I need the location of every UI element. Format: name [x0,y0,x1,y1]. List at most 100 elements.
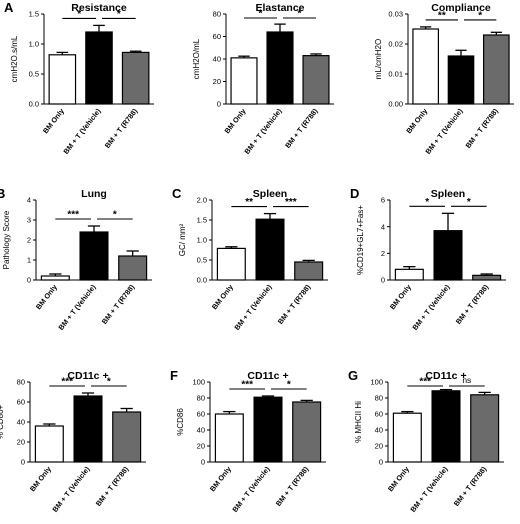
bar-bm-only [34,425,64,463]
y-tick-label: 3 [27,216,31,225]
category-label-bm-only: BM Only [386,465,411,494]
bar-bm-only [48,54,77,105]
category-label-bm-only: BM Only [28,465,53,494]
bar-vehicle [447,55,475,105]
chart-panel: Compliance 0.00 0.01 0.02 0.03 mL/cmH2O BM Onl… [374,2,514,156]
bar-r788 [121,51,150,105]
bar-vehicle [253,396,283,463]
bar-bm-only [412,28,439,105]
y-axis-label: % MHCII Hi [354,401,363,443]
y-tick-label: 0 [201,458,205,467]
bar-bm-only [216,247,246,281]
y-tick-label: 0.0 [29,100,39,109]
y-tick-label: 1 [27,256,31,265]
y-axis-label: Pathology Score [2,210,11,269]
significance-label: *** [419,377,431,388]
y-tick-label: 1.5 [197,216,207,225]
category-label-r788: BM + T (R788) [283,106,320,150]
panel-letter: F [170,368,178,383]
y-tick-label: 80 [375,394,383,403]
bar-r788 [483,34,510,105]
significance-label: * [478,10,482,21]
category-label-vehicle: BM + T (Vehicle) [230,464,272,514]
y-tick-label: 0 [21,458,25,467]
bar-r788 [292,401,322,463]
y-tick-label: 0.03 [388,10,403,19]
y-tick-label: 60 [213,32,221,41]
y-tick-label: 80 [17,378,25,387]
category-label-vehicle: BM + T (Vehicle) [232,282,274,332]
y-tick-label: 0 [27,276,31,285]
category-label-bm-only: BM Only [34,283,59,312]
significance-label: ** [245,197,253,208]
category-label-r788: BM + T (R788) [103,106,140,150]
y-tick-label: 0.5 [197,256,207,265]
category-label-vehicle: BM + T (Vehicle) [56,282,98,332]
chart-title: CD11c + [247,370,288,382]
y-tick-label: 40 [17,418,25,427]
y-tick-label: 4 [27,196,31,205]
category-label-r788: BM + T (R788) [274,464,311,508]
category-label-bm-only: BM Only [388,283,413,312]
category-label-bm-only: BM Only [208,465,233,494]
y-tick-label: 60 [197,410,205,419]
bar-r788 [472,274,502,281]
category-label-vehicle: BM + T (Vehicle) [423,106,465,156]
significance-label: * [287,380,291,391]
chart-title: CD11c + [425,370,466,382]
y-axis-label: cmH2O/mL [192,38,201,79]
y-tick-label: 0.0 [197,276,207,285]
y-tick-label: 2.0 [197,196,207,205]
significance-label: *** [241,380,253,391]
bar-bm-only [40,275,70,281]
bar-vehicle [266,31,294,105]
category-label-vehicle: BM + T (Vehicle) [242,106,284,156]
bar-bm-only [394,268,424,281]
chart-panel: A Resistance 0.0 0.5 1.0 1.5 cmH2O.s/mL BM Only… [4,0,154,156]
significance-label: * [425,197,429,208]
y-tick-label: 80 [213,10,221,19]
significance-label: * [113,210,117,221]
bar-vehicle [79,231,109,281]
y-tick-label: 100 [192,378,205,387]
y-tick-label: 0 [381,276,385,285]
y-axis-label: cmH2O.s/mL [10,35,19,82]
y-tick-label: 20 [17,438,25,447]
significance-label: *** [285,197,297,208]
significance-label: ** [438,10,446,21]
chart-title: Spleen [431,188,465,200]
bar-r788 [112,411,142,463]
y-tick-label: 100 [370,378,383,387]
category-label-bm-only: BM Only [404,107,429,136]
bar-vehicle [255,218,285,281]
bar-vehicle [431,390,461,463]
y-tick-label: 0.00 [388,100,403,109]
y-axis-label: mL/cmH2O [374,39,383,79]
category-label-bm-only: BM Only [223,107,248,136]
significance-label: *** [67,210,79,221]
y-tick-label: 40 [213,55,221,64]
bar-vehicle [433,230,463,281]
category-label-r788: BM + T (R788) [94,464,131,508]
category-label-r788: BM + T (R788) [452,464,489,508]
bar-bm-only [392,412,422,463]
y-axis-label: %CD19+GL7+Fas+ [356,205,365,275]
bar-vehicle [73,395,103,463]
chart-title: Resistance [71,2,127,14]
category-label-bm-only: BM Only [210,283,235,312]
y-tick-label: 20 [213,77,221,86]
y-tick-label: 1.0 [197,236,207,245]
chart-title: CD11c + [67,370,108,382]
chart-title: Elastance [255,2,304,14]
y-tick-label: 0.01 [388,70,403,79]
y-tick-label: 2 [381,249,385,258]
y-tick-label: 60 [17,398,25,407]
chart-title: Lung [81,188,107,200]
bar-bm-only [230,57,258,105]
bar-bm-only [214,413,244,463]
